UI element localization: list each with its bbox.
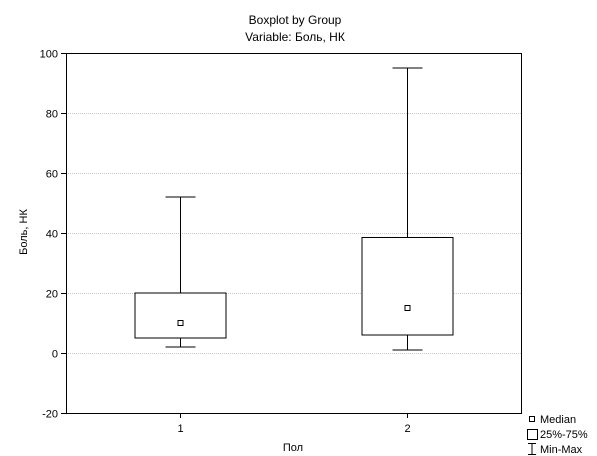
box-group-2 — [361, 67, 454, 351]
box-group-1 — [134, 196, 227, 348]
iqr-box — [134, 292, 227, 339]
legend: Median 25%-75% Min-Max — [527, 414, 588, 456]
y-tick-label: 20 — [46, 289, 58, 301]
chart-subtitle: Variable: Боль, НК — [245, 30, 345, 44]
x-tick-label: 1 — [177, 423, 183, 435]
y-axis-label: Боль, НК — [18, 209, 30, 255]
legend-box-symbol — [527, 429, 538, 440]
legend-median-label: Median — [540, 414, 576, 426]
y-tick-label: 60 — [46, 169, 58, 181]
x-axis-label: Пол — [283, 442, 303, 454]
y-tick-label: 100 — [40, 49, 58, 61]
plot-frame — [66, 53, 522, 414]
legend-median-symbol — [529, 416, 535, 422]
legend-whisker-label: Min-Max — [540, 444, 583, 456]
y-tick-label: 40 — [46, 229, 58, 241]
y-tick-label: 80 — [46, 109, 58, 121]
legend-whisker-symbol — [528, 443, 536, 455]
y-tick-label: 0 — [52, 349, 58, 361]
legend-box-label: 25%-75% — [540, 429, 588, 441]
boxes — [134, 67, 454, 351]
chart-title: Boxplot by Group — [249, 13, 342, 27]
iqr-box — [361, 237, 454, 336]
median-marker — [177, 320, 184, 326]
median-marker — [404, 305, 411, 311]
x-tick-label: 2 — [404, 423, 410, 435]
y-axis-ticks: -20 0 20 40 60 80 100 — [40, 49, 66, 421]
y-tick-label: -20 — [42, 409, 58, 421]
